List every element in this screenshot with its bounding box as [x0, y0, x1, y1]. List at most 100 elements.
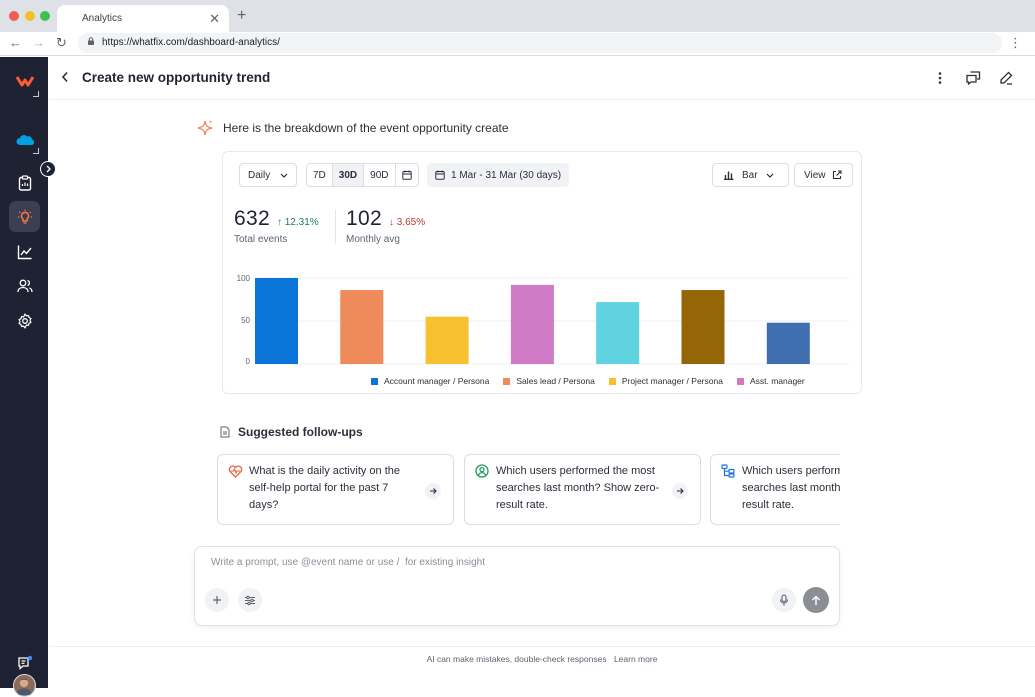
disclaimer-footer: AI can make mistakes, double-check respo…	[49, 646, 1035, 688]
range-segmented-control: 7D 30D 90D	[306, 163, 419, 187]
back-arrow-icon[interactable]: ←	[9, 35, 22, 50]
y-tick-label: 100	[237, 274, 251, 283]
sidebar-item-trends[interactable]	[9, 236, 40, 267]
disclaimer-text: AI can make mistakes, double-check respo…	[426, 654, 607, 664]
followup-card[interactable]: What is the daily activity on the self-h…	[217, 454, 454, 525]
voice-input-button[interactable]	[772, 588, 796, 612]
prompt-input[interactable]	[211, 557, 771, 568]
url-text: https://whatfix.com/dashboard-analytics/	[102, 37, 280, 48]
prompt-box	[194, 546, 840, 626]
maximize-window-button[interactable]	[40, 11, 50, 21]
browser-menu-icon[interactable]: ⋮	[1009, 35, 1022, 50]
followup-go-button[interactable]	[672, 483, 688, 499]
prompt-settings-button[interactable]	[238, 588, 262, 612]
range-option-7d[interactable]: 7D	[307, 164, 333, 186]
view-button[interactable]: View	[794, 163, 853, 187]
range-option-90d[interactable]: 90D	[364, 164, 396, 186]
metric-divider	[335, 210, 336, 244]
add-attachment-button[interactable]	[205, 588, 229, 612]
legend-swatch	[371, 377, 378, 385]
chart-type-select[interactable]: Bar	[712, 163, 789, 187]
date-range-pill[interactable]: 1 Mar - 31 Mar (30 days)	[427, 163, 570, 187]
lightbulb-icon	[17, 209, 32, 224]
followup-card[interactable]: Which users performed the most searches …	[710, 454, 840, 525]
legend-item[interactable]: Asst. manager	[736, 376, 805, 386]
arrow-up-icon	[812, 595, 820, 605]
monthly-avg-metric: 102 ↓ 3.65% Monthly avg	[346, 207, 425, 245]
sparkle-icon	[197, 120, 213, 136]
bar[interactable]	[766, 322, 810, 364]
more-options-icon[interactable]	[937, 71, 943, 85]
send-button[interactable]	[803, 587, 829, 613]
legend-item[interactable]: Sales lead / Persona	[503, 376, 595, 386]
legend-swatch	[608, 377, 616, 385]
legend-item[interactable]: Project manager / Persona	[608, 376, 723, 386]
arrow-right-icon	[430, 488, 437, 494]
share-comments-icon[interactable]	[966, 71, 981, 85]
view-label: View	[804, 169, 826, 181]
legend-swatch	[736, 377, 744, 385]
calendar-button[interactable]	[396, 164, 418, 186]
forward-arrow-icon[interactable]: →	[32, 35, 45, 50]
chart-card: Daily 7D 30D 90D 1 Mar - 31 Mar (30 days…	[222, 151, 862, 394]
collapse-sidebar-button[interactable]	[40, 161, 56, 177]
bar[interactable]	[681, 290, 725, 364]
followup-card[interactable]: Which users performed the most searches …	[464, 454, 701, 525]
external-link-icon	[832, 170, 842, 180]
bar[interactable]	[510, 284, 554, 364]
address-bar[interactable]: https://whatfix.com/dashboard-analytics/	[78, 33, 1002, 53]
bar[interactable]	[425, 316, 469, 364]
minimize-window-button[interactable]	[25, 11, 35, 21]
range-option-30d[interactable]: 30D	[332, 164, 365, 186]
tab-close-icon[interactable]: ✕	[209, 11, 220, 26]
sidebar-item-insights[interactable]	[9, 201, 40, 232]
granularity-select[interactable]: Daily	[239, 163, 297, 187]
corner-marker	[33, 148, 39, 154]
microphone-icon	[779, 594, 789, 606]
y-tick-label: 50	[241, 316, 250, 325]
browser-tab[interactable]: Analytics ✕	[57, 5, 229, 32]
bar[interactable]	[340, 290, 384, 364]
legend-item[interactable]: Account manager / Persona	[371, 376, 489, 386]
learn-more-link[interactable]: Learn more	[613, 654, 658, 664]
bar[interactable]	[255, 278, 298, 364]
chart-legend: Account manager / Persona Sales lead / P…	[371, 376, 805, 386]
bars-group	[255, 278, 810, 364]
back-chevron-icon[interactable]	[61, 71, 69, 83]
page-title: Create new opportunity trend	[82, 70, 271, 85]
bar-chart-icon	[724, 171, 734, 180]
new-tab-icon[interactable]: +	[237, 7, 247, 24]
salesforce-app-button[interactable]	[9, 124, 40, 155]
trend-chart-icon	[17, 245, 32, 259]
legend-label: Asst. manager	[749, 376, 805, 386]
lock-icon	[88, 37, 94, 45]
bar[interactable]	[596, 302, 640, 364]
users-icon	[16, 279, 33, 292]
whatfix-logo-icon	[15, 75, 34, 86]
hierarchy-icon	[721, 464, 735, 478]
legend-label: Account manager / Persona	[384, 376, 490, 386]
reload-icon[interactable]: ↻	[56, 35, 67, 50]
sidebar-item-settings[interactable]	[9, 305, 40, 336]
sidebar-item-users[interactable]	[9, 270, 40, 301]
salesforce-cloud-icon	[16, 134, 34, 145]
followup-text: What is the daily activity on the self-h…	[249, 465, 401, 511]
chevron-down-icon	[280, 173, 288, 178]
browser-tab-bar: Analytics ✕ +	[0, 0, 1035, 32]
sidebar-item-chat[interactable]	[9, 647, 40, 678]
followups-title: Suggested follow-ups	[238, 425, 363, 439]
sidebar-item-reports[interactable]	[9, 167, 40, 198]
whatfix-logo[interactable]	[9, 65, 40, 96]
browser-toolbar: ← → ↻ https://whatfix.com/dashboard-anal…	[0, 32, 1035, 56]
monthly-avg-label: Monthly avg	[346, 234, 400, 245]
total-events-value: 632	[234, 207, 270, 230]
total-events-delta: ↑ 12.31%	[276, 217, 319, 228]
close-window-button[interactable]	[9, 11, 19, 21]
legend-swatch	[503, 377, 511, 385]
followups-carousel: What is the daily activity on the self-h…	[217, 454, 840, 526]
granularity-value: Daily	[248, 169, 271, 181]
user-circle-icon	[475, 464, 489, 478]
edit-icon[interactable]	[999, 71, 1013, 85]
followup-go-button[interactable]	[425, 483, 441, 499]
corner-marker	[33, 91, 39, 97]
